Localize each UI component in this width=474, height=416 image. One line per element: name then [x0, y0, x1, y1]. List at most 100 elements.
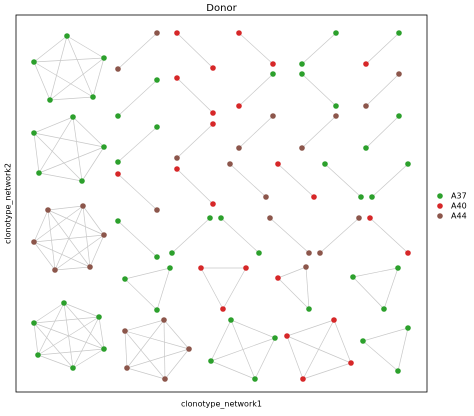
- edge: [49, 96, 94, 101]
- node: [210, 110, 216, 116]
- edge: [277, 266, 307, 279]
- edge: [89, 234, 105, 268]
- edge: [37, 354, 74, 369]
- node: [358, 194, 364, 200]
- node: [306, 306, 312, 312]
- node: [45, 207, 51, 213]
- node: [381, 306, 387, 312]
- node: [275, 161, 281, 167]
- edge: [124, 267, 171, 280]
- edge: [362, 327, 409, 342]
- node: [367, 215, 373, 221]
- edge: [220, 217, 260, 254]
- edge: [124, 330, 128, 369]
- edge: [319, 217, 360, 254]
- edge: [81, 146, 105, 182]
- edge: [365, 73, 400, 107]
- node: [270, 113, 276, 119]
- edge: [164, 348, 190, 380]
- edge: [72, 116, 105, 148]
- node: [154, 77, 160, 83]
- edge: [301, 115, 337, 149]
- node: [270, 61, 276, 67]
- node: [101, 346, 107, 352]
- edge: [200, 267, 224, 310]
- node: [115, 218, 121, 224]
- edge: [33, 241, 56, 271]
- edge: [33, 322, 39, 356]
- node: [174, 155, 180, 161]
- node: [252, 376, 258, 382]
- node: [122, 328, 128, 334]
- node: [218, 215, 224, 221]
- node: [161, 317, 167, 323]
- edge: [98, 316, 105, 350]
- node: [101, 55, 107, 61]
- node: [87, 264, 93, 270]
- node: [70, 114, 76, 120]
- node: [154, 254, 160, 260]
- edge: [33, 116, 74, 134]
- edge: [301, 32, 337, 65]
- node: [174, 166, 180, 172]
- node: [256, 250, 262, 256]
- node: [90, 94, 96, 100]
- edge: [163, 319, 166, 380]
- node: [210, 121, 216, 127]
- edge: [72, 116, 83, 182]
- node: [275, 275, 281, 281]
- node: [272, 335, 278, 341]
- edge: [117, 173, 158, 211]
- edge: [33, 132, 83, 182]
- node: [317, 250, 323, 256]
- node: [174, 75, 180, 81]
- legend-marker: [437, 213, 443, 219]
- edge: [117, 126, 158, 163]
- node: [395, 368, 401, 374]
- node: [115, 159, 121, 165]
- node: [322, 161, 328, 167]
- edge: [117, 32, 158, 70]
- edge: [33, 241, 91, 268]
- edge: [222, 267, 247, 310]
- node: [405, 161, 411, 167]
- x-axis-label: clonotype_network1: [181, 400, 262, 409]
- edge: [124, 319, 165, 332]
- edge: [365, 115, 400, 149]
- node: [35, 352, 41, 358]
- edge: [176, 123, 214, 159]
- node: [210, 65, 216, 71]
- node: [115, 66, 121, 72]
- edge: [277, 277, 310, 310]
- node: [186, 346, 192, 352]
- edge: [301, 73, 337, 107]
- node: [348, 360, 354, 366]
- legend-label: A37: [451, 192, 467, 201]
- node: [299, 61, 305, 67]
- edge: [38, 172, 83, 182]
- edge: [302, 362, 352, 380]
- node: [162, 376, 168, 382]
- edge: [33, 234, 105, 243]
- edge: [254, 337, 276, 380]
- edge: [305, 266, 310, 310]
- node: [331, 317, 337, 323]
- edge: [126, 348, 190, 369]
- node: [306, 250, 312, 256]
- edge: [33, 61, 94, 98]
- node: [220, 306, 226, 312]
- node: [350, 274, 356, 280]
- edge: [333, 319, 352, 364]
- edge: [33, 132, 105, 148]
- edge: [33, 205, 84, 243]
- edge: [365, 32, 400, 65]
- chart-title: Donor: [206, 3, 237, 14]
- edge: [54, 234, 105, 271]
- edge: [33, 322, 105, 350]
- edge: [176, 77, 214, 114]
- node: [174, 30, 180, 36]
- edge: [33, 209, 49, 243]
- node: [333, 113, 339, 119]
- legend-label: A40: [451, 202, 467, 211]
- edge: [302, 319, 335, 380]
